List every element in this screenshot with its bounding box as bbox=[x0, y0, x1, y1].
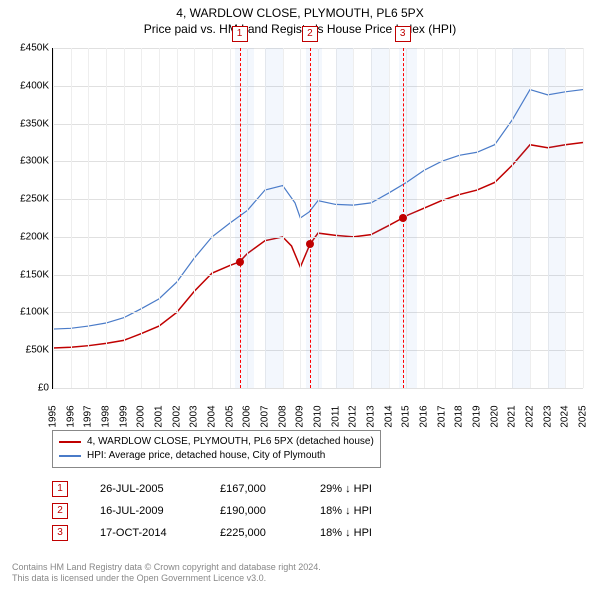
tx-diff: 18% ↓ HPI bbox=[320, 505, 420, 517]
y-tick-label: £350K bbox=[5, 118, 49, 129]
tx-marker: 2 bbox=[52, 503, 68, 519]
x-tick-label: 2013 bbox=[366, 402, 377, 432]
x-tick-label: 2000 bbox=[136, 402, 147, 432]
table-row: 1 26-JUL-2005 £167,000 29% ↓ HPI bbox=[52, 478, 420, 500]
x-tick-label: 2019 bbox=[472, 402, 483, 432]
y-tick-label: £50K bbox=[5, 345, 49, 356]
y-tick-label: £150K bbox=[5, 269, 49, 280]
x-tick-label: 2023 bbox=[542, 402, 553, 432]
tx-diff: 29% ↓ HPI bbox=[320, 483, 420, 495]
x-tick-label: 2018 bbox=[454, 402, 465, 432]
x-tick-label: 1997 bbox=[83, 402, 94, 432]
x-tick-label: 2017 bbox=[436, 402, 447, 432]
marker-box: 1 bbox=[232, 26, 248, 42]
y-tick-label: £450K bbox=[5, 43, 49, 54]
x-tick-label: 1999 bbox=[118, 402, 129, 432]
chart-area: £0£50K£100K£150K£200K£250K£300K£350K£400… bbox=[52, 48, 583, 389]
x-tick-label: 2014 bbox=[383, 402, 394, 432]
marker-box: 2 bbox=[302, 26, 318, 42]
x-tick-label: 2003 bbox=[189, 402, 200, 432]
legend-row: 4, WARDLOW CLOSE, PLYMOUTH, PL6 5PX (det… bbox=[59, 435, 374, 449]
y-tick-label: £100K bbox=[5, 307, 49, 318]
legend-swatch bbox=[59, 441, 81, 443]
tx-diff: 18% ↓ HPI bbox=[320, 527, 420, 539]
tx-date: 26-JUL-2005 bbox=[100, 483, 220, 495]
table-row: 3 17-OCT-2014 £225,000 18% ↓ HPI bbox=[52, 522, 420, 544]
tx-price: £225,000 bbox=[220, 527, 320, 539]
x-tick-label: 2004 bbox=[207, 402, 218, 432]
x-tick-label: 2025 bbox=[578, 402, 589, 432]
x-tick-label: 2002 bbox=[171, 402, 182, 432]
legend-text: HPI: Average price, detached house, City… bbox=[87, 449, 325, 463]
table-row: 2 16-JUL-2009 £190,000 18% ↓ HPI bbox=[52, 500, 420, 522]
chart-container: 4, WARDLOW CLOSE, PLYMOUTH, PL6 5PX Pric… bbox=[0, 0, 600, 590]
tx-date: 16-JUL-2009 bbox=[100, 505, 220, 517]
footer-line2: This data is licensed under the Open Gov… bbox=[12, 573, 321, 584]
y-tick-label: £200K bbox=[5, 231, 49, 242]
marker-dot bbox=[236, 258, 244, 266]
x-tick-label: 2022 bbox=[525, 402, 536, 432]
x-tick-label: 2009 bbox=[295, 402, 306, 432]
legend: 4, WARDLOW CLOSE, PLYMOUTH, PL6 5PX (det… bbox=[52, 430, 381, 468]
x-tick-label: 2016 bbox=[419, 402, 430, 432]
legend-text: 4, WARDLOW CLOSE, PLYMOUTH, PL6 5PX (det… bbox=[87, 435, 374, 449]
tx-price: £190,000 bbox=[220, 505, 320, 517]
legend-swatch bbox=[59, 455, 81, 457]
x-tick-label: 2008 bbox=[277, 402, 288, 432]
tx-marker: 1 bbox=[52, 481, 68, 497]
title-block: 4, WARDLOW CLOSE, PLYMOUTH, PL6 5PX Pric… bbox=[0, 0, 600, 37]
y-tick-label: £300K bbox=[5, 156, 49, 167]
title-line1: 4, WARDLOW CLOSE, PLYMOUTH, PL6 5PX bbox=[0, 6, 600, 22]
legend-row: HPI: Average price, detached house, City… bbox=[59, 449, 374, 463]
y-tick-label: £250K bbox=[5, 194, 49, 205]
x-tick-label: 1995 bbox=[48, 402, 59, 432]
x-tick-label: 2010 bbox=[313, 402, 324, 432]
x-tick-label: 2020 bbox=[489, 402, 500, 432]
x-tick-label: 2024 bbox=[560, 402, 571, 432]
marker-box: 3 bbox=[395, 26, 411, 42]
tx-date: 17-OCT-2014 bbox=[100, 527, 220, 539]
footer: Contains HM Land Registry data © Crown c… bbox=[12, 562, 321, 584]
x-tick-label: 1998 bbox=[101, 402, 112, 432]
x-tick-label: 2015 bbox=[401, 402, 412, 432]
x-tick-label: 2011 bbox=[330, 402, 341, 432]
x-tick-label: 1996 bbox=[65, 402, 76, 432]
marker-dot bbox=[306, 240, 314, 248]
x-tick-label: 2007 bbox=[260, 402, 271, 432]
y-tick-label: £0 bbox=[5, 383, 49, 394]
tx-marker: 3 bbox=[52, 525, 68, 541]
title-line2: Price paid vs. HM Land Registry's House … bbox=[0, 22, 600, 38]
tx-price: £167,000 bbox=[220, 483, 320, 495]
footer-line1: Contains HM Land Registry data © Crown c… bbox=[12, 562, 321, 573]
x-tick-label: 2001 bbox=[154, 402, 165, 432]
x-tick-label: 2005 bbox=[224, 402, 235, 432]
transactions-table: 1 26-JUL-2005 £167,000 29% ↓ HPI 2 16-JU… bbox=[52, 478, 420, 544]
y-tick-label: £400K bbox=[5, 80, 49, 91]
marker-dot bbox=[399, 214, 407, 222]
x-tick-label: 2021 bbox=[507, 402, 518, 432]
x-tick-label: 2012 bbox=[348, 402, 359, 432]
x-tick-label: 2006 bbox=[242, 402, 253, 432]
